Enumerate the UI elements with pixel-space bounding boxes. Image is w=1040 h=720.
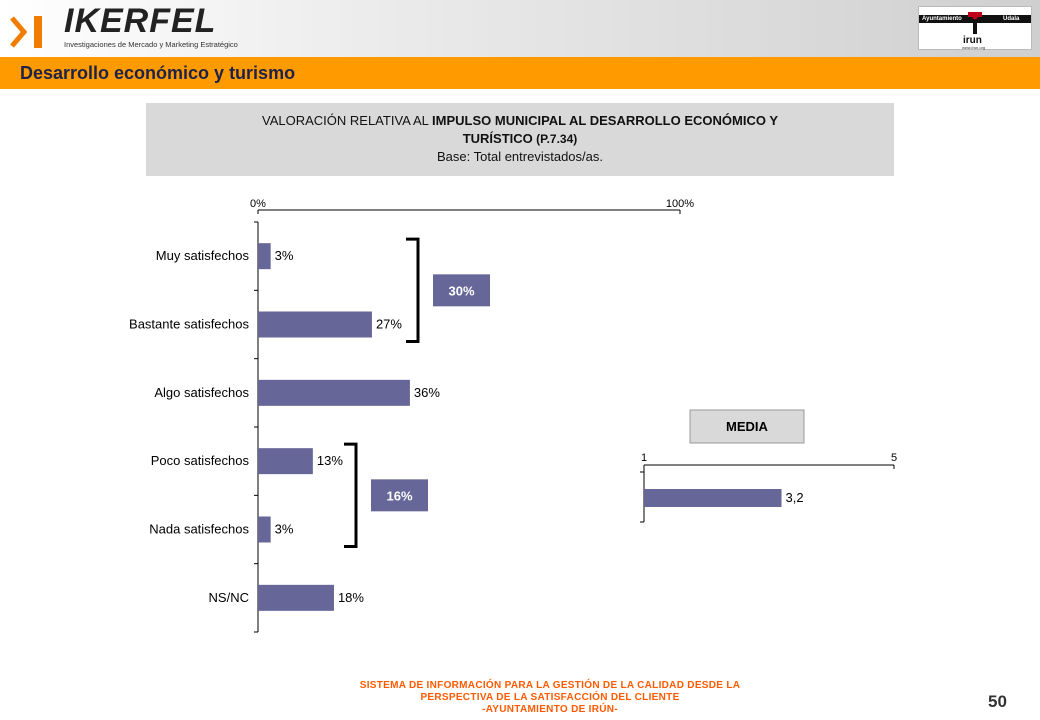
category-label: Muy satisfechos — [156, 248, 250, 263]
bar-value-label: 3% — [275, 522, 294, 537]
company-name: IKERFEL — [64, 2, 217, 40]
city-logo: Ayuntamiento Udala irun www.irun.org — [918, 6, 1032, 50]
bar — [258, 584, 334, 611]
footer: SISTEMA DE INFORMACIÓN PARA LA GESTIÓN D… — [300, 680, 800, 716]
x-tick-label: 100% — [666, 198, 694, 210]
logo-mark-icon — [10, 16, 42, 48]
footer-line-3: -AYUNTAMIENTO DE IRÚN- — [482, 704, 618, 715]
question-topic-1: IMPULSO MUNICIPAL AL DESARROLLO ECONÓMIC… — [432, 113, 778, 128]
bar — [258, 448, 313, 475]
bar — [258, 311, 372, 338]
bar-value-label: 27% — [376, 317, 402, 332]
bar — [258, 516, 271, 543]
group-bracket — [406, 237, 420, 343]
mean-x-tick-label: 1 — [641, 452, 647, 464]
mean-title: MEDIA — [726, 419, 769, 434]
mean-title-box — [689, 409, 805, 444]
bar-value-label: 3% — [275, 248, 294, 263]
group-bracket — [344, 442, 358, 548]
section-bar: Desarrollo económico y turismo — [0, 57, 1040, 89]
header: IKERFEL Investigaciones de Mercado y Mar… — [0, 0, 1040, 57]
category-label: Nada satisfechos — [149, 522, 249, 537]
group-total-box — [433, 274, 490, 307]
page-number: 50 — [988, 692, 1007, 711]
category-label: Bastante satisfechos — [129, 317, 249, 332]
question-line-2: TURÍSTICO (P.7.34) — [146, 130, 894, 148]
city-emblem-icon — [968, 12, 982, 34]
question-prefix: VALORACIÓN RELATIVA AL — [262, 113, 433, 128]
group-total-label: 30% — [448, 283, 474, 298]
section-title: Desarrollo económico y turismo — [20, 63, 296, 83]
city-name: irun — [963, 35, 982, 46]
bar — [258, 379, 410, 406]
footer-line-2: PERSPECTIVA DE LA SATISFACCIÓN DEL CLIEN… — [420, 692, 680, 703]
bar — [258, 243, 271, 270]
bar-value-label: 18% — [338, 590, 364, 605]
mean-value-label: 3,2 — [786, 490, 804, 505]
question-topic-2: TURÍSTICO — [462, 131, 533, 146]
mean-x-tick-label: 5 — [891, 452, 897, 464]
group-total-box — [371, 479, 428, 512]
city-logo-right-label: Udala — [1003, 16, 1020, 22]
category-label: NS/NC — [209, 590, 249, 605]
mean-bar — [644, 489, 782, 507]
question-line-1: VALORACIÓN RELATIVA AL IMPULSO MUNICIPAL… — [146, 112, 894, 130]
footer-line-1: SISTEMA DE INFORMACIÓN PARA LA GESTIÓN D… — [359, 680, 741, 691]
company-logo: IKERFEL Investigaciones de Mercado y Mar… — [6, 2, 238, 54]
company-tagline: Investigaciones de Mercado y Marketing E… — [64, 40, 238, 49]
question-base: Base: Total entrevistados/as. — [437, 149, 603, 164]
group-total-label: 16% — [386, 488, 412, 503]
city-logo-left-label: Ayuntamiento — [922, 16, 962, 22]
question-code: (P.7.34) — [532, 132, 578, 146]
category-label: Algo satisfechos — [154, 385, 249, 400]
bar-value-label: 13% — [317, 453, 343, 468]
question-box: VALORACIÓN RELATIVA AL IMPULSO MUNICIPAL… — [146, 103, 894, 176]
city-url: www.irun.org — [962, 45, 986, 50]
bar-value-label: 36% — [414, 385, 440, 400]
x-tick-label: 0% — [250, 198, 266, 210]
category-label: Poco satisfechos — [151, 453, 250, 468]
